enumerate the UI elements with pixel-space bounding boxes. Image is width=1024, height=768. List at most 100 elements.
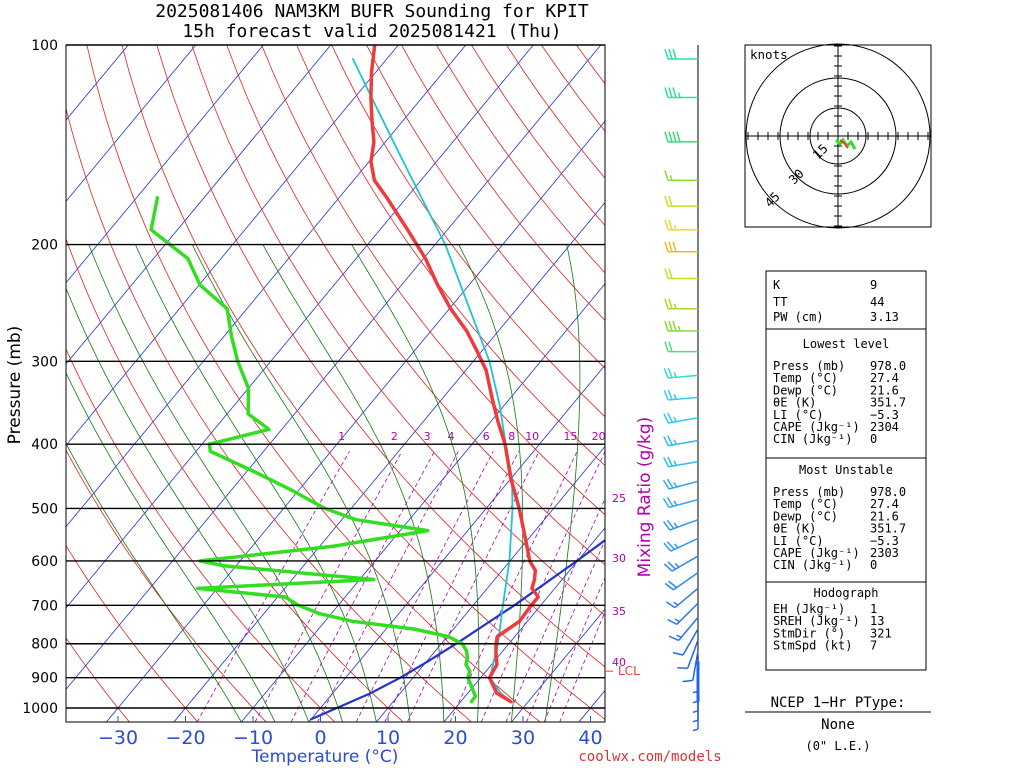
wind-barb xyxy=(664,48,699,60)
wind-barb-flag xyxy=(667,435,674,446)
wind-barb xyxy=(664,195,699,207)
mixing-ratio-line xyxy=(317,451,459,722)
lowest-level-row-value: −5.3 xyxy=(870,408,899,422)
wind-barb xyxy=(663,555,699,572)
isotherm-line xyxy=(308,364,605,722)
hodograph-stats-row-value: 1 xyxy=(870,602,877,616)
wind-barb-flag xyxy=(664,87,669,98)
moist-adiabat-line xyxy=(544,244,581,722)
mixing-ratio-line xyxy=(355,451,494,722)
hodograph-stats-header: Hodograph xyxy=(813,586,878,600)
wind-barb-flag xyxy=(682,679,693,683)
wind-barb-staff xyxy=(692,650,699,681)
wind-barb-flag xyxy=(664,170,669,181)
isotherm-line xyxy=(66,45,332,365)
wind-barb-flag xyxy=(664,195,669,207)
indices-frame xyxy=(765,270,927,671)
wind-barb xyxy=(664,572,699,591)
mixing-ratio-line xyxy=(559,610,605,722)
wind-barb-flag xyxy=(672,48,677,60)
wind-barb-flag xyxy=(664,131,669,143)
pressure-tick-label: 100 xyxy=(31,38,58,54)
temperature-axis: −30 −20 −10 0 10 20 30 40 xyxy=(98,716,603,749)
mixing-ratio-label: 8 xyxy=(508,430,515,443)
lowest-level-row-value: 978.0 xyxy=(870,359,906,373)
temperature-tick-label: −20 xyxy=(165,727,205,749)
temperature-profile-line xyxy=(369,45,540,704)
wind-barb-flag xyxy=(667,389,673,400)
wind-barb-staff xyxy=(670,537,699,552)
dry-adiabat-line xyxy=(156,45,605,668)
wind-barb xyxy=(664,131,699,143)
wind-barb xyxy=(682,650,699,683)
wind-barb-half-flag xyxy=(673,500,678,506)
mixing-ratio-label: 1 xyxy=(338,430,345,443)
wind-barb xyxy=(663,367,699,379)
most-unstable-header: Most Unstable xyxy=(799,463,893,477)
wind-barb-staff xyxy=(674,587,699,609)
wind-barb-staff xyxy=(669,519,699,531)
wind-barb-staff xyxy=(668,439,699,447)
wind-barb xyxy=(664,219,699,231)
wind-barb-staff xyxy=(668,460,699,468)
wind-barb-flag xyxy=(662,479,670,490)
pressure-axis: 100 200 300 400 500 600 700 800 900 1000 xyxy=(22,38,605,717)
index-k-label: K xyxy=(773,278,781,292)
wind-barb-flag xyxy=(664,320,669,332)
wind-barb-flag xyxy=(667,561,677,570)
isotherm-line xyxy=(66,45,399,446)
mixing-ratio-line xyxy=(480,451,605,722)
moist-adiabat-line xyxy=(66,442,242,722)
wind-barb-flag xyxy=(668,87,673,98)
lowest-level-row-value: 21.6 xyxy=(870,383,899,397)
wind-barb-half-flag xyxy=(674,562,680,568)
mixing-ratio-axis-label: Mixing Ratio (g/kg) xyxy=(635,417,655,578)
mixing-ratio-line xyxy=(407,451,540,722)
wind-barb-flag xyxy=(668,131,673,143)
wind-barb-flag xyxy=(664,48,669,60)
most-unstable-row-value: 21.6 xyxy=(870,509,899,523)
wind-barb-half-flag xyxy=(669,175,673,181)
mixing-ratio-label: 30 xyxy=(612,552,626,565)
moist-adiabat-line xyxy=(88,244,343,722)
wind-barb-flag xyxy=(663,542,672,552)
wind-barb xyxy=(664,341,699,353)
temperature-tick-label: 20 xyxy=(443,727,467,749)
lowest-level-header: Lowest level xyxy=(803,337,890,351)
wind-barb-flag xyxy=(667,456,674,467)
mixing-ratio-label: 15 xyxy=(564,430,578,443)
dry-adiabat-line xyxy=(331,45,605,418)
dry-adiabat-line xyxy=(66,237,404,722)
wind-barb-flag xyxy=(666,497,674,507)
isotherm-line xyxy=(66,45,197,202)
wind-barb xyxy=(663,456,699,468)
mixing-ratio-line xyxy=(384,451,520,722)
wind-barb-flag xyxy=(672,651,684,656)
wind-barb-flag xyxy=(668,580,678,589)
lcl-label: LCL xyxy=(618,664,640,678)
moist-adiabat-line xyxy=(66,287,310,722)
wind-barb-flag xyxy=(664,341,669,352)
isotherm-line xyxy=(173,201,605,722)
dry-adiabat-line xyxy=(366,45,605,369)
dry-adiabat-line xyxy=(191,45,605,616)
dry-adiabat-line xyxy=(66,348,335,722)
mixing-ratio-label: 6 xyxy=(483,430,490,443)
wind-barb-half-flag xyxy=(673,601,679,606)
most-unstable-row-value: 27.4 xyxy=(870,497,899,511)
wind-barb xyxy=(663,435,699,447)
wind-barb xyxy=(663,389,699,401)
wind-barb xyxy=(664,241,699,253)
wind-barb xyxy=(668,616,699,642)
moist-adiabat-line xyxy=(351,244,480,722)
most-unstable-row-value: 978.0 xyxy=(870,485,906,499)
wind-barb xyxy=(667,602,699,626)
pressure-tick-label: 700 xyxy=(31,598,58,614)
most-unstable-row-label: LI (°C) xyxy=(773,534,824,548)
lowest-level-row-label: LI (°C) xyxy=(773,408,824,422)
moist-adiabat-line xyxy=(191,244,411,722)
mixing-ratio-label: 40 xyxy=(612,656,626,669)
hodograph-stats-row-value: 7 xyxy=(870,639,877,653)
dry-adiabat-line xyxy=(66,449,267,722)
